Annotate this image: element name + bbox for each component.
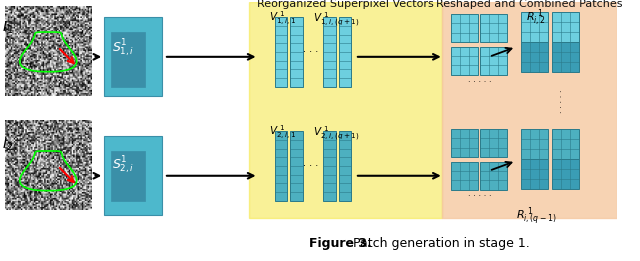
Bar (552, 159, 579, 189)
Bar (323, 131, 335, 200)
Bar (249, 2, 442, 218)
Text: $S^1_{2,i}$: $S^1_{2,i}$ (112, 155, 134, 176)
Bar (480, 47, 508, 75)
Bar (442, 2, 617, 218)
Text: $V^{\ 1}_{1,i,(q+1)}$: $V^{\ 1}_{1,i,(q+1)}$ (314, 10, 360, 29)
Bar (451, 47, 478, 75)
Bar (451, 129, 478, 157)
Bar (552, 129, 579, 159)
Bar (111, 32, 145, 87)
Text: Figure 3.: Figure 3. (308, 237, 371, 250)
Bar (521, 42, 548, 72)
Bar (104, 136, 162, 215)
Bar (480, 129, 508, 157)
Text: Reorganized Superpixel Vectors: Reorganized Superpixel Vectors (257, 0, 434, 9)
Bar (521, 129, 548, 159)
Text: Patch generation in stage 1.: Patch generation in stage 1. (349, 237, 530, 250)
Bar (552, 42, 579, 72)
Bar (521, 159, 548, 189)
Bar (275, 17, 287, 87)
Text: $S^1_{1,i}$: $S^1_{1,i}$ (112, 38, 134, 59)
Text: . . . . .: . . . . . (468, 189, 491, 198)
Text: . . .: . . . (303, 44, 318, 54)
Bar (552, 12, 579, 42)
Text: . . . . .: . . . . . (555, 90, 564, 113)
Text: $I_1$: $I_1$ (2, 20, 13, 37)
Text: $V^{\ 1}_{2,i,1}$: $V^{\ 1}_{2,i,1}$ (269, 124, 296, 142)
Bar (480, 14, 508, 42)
Bar (480, 162, 508, 190)
Bar (339, 17, 351, 87)
Bar (291, 131, 303, 200)
Text: Reshaped and Combined Patches: Reshaped and Combined Patches (436, 0, 623, 9)
Text: $V^{\ 1}_{2,i,(q+1)}$: $V^{\ 1}_{2,i,(q+1)}$ (314, 124, 360, 143)
Bar (323, 17, 335, 87)
Bar (451, 14, 478, 42)
Bar (104, 17, 162, 97)
Text: $I_2$: $I_2$ (2, 137, 13, 153)
Text: $R^{\ 1}_{i,2}$: $R^{\ 1}_{i,2}$ (526, 7, 547, 28)
Bar (275, 131, 287, 200)
Bar (291, 17, 303, 87)
Bar (111, 151, 145, 200)
Text: . . .: . . . (303, 158, 318, 168)
Text: $R^{\ 1}_{i,(q-1)}$: $R^{\ 1}_{i,(q-1)}$ (516, 205, 557, 228)
Text: $V^{\ 1}_{1,i,1}$: $V^{\ 1}_{1,i,1}$ (269, 10, 296, 28)
Bar (451, 162, 478, 190)
Bar (521, 12, 548, 42)
Bar (339, 131, 351, 200)
Text: . . . . .: . . . . . (468, 75, 491, 84)
